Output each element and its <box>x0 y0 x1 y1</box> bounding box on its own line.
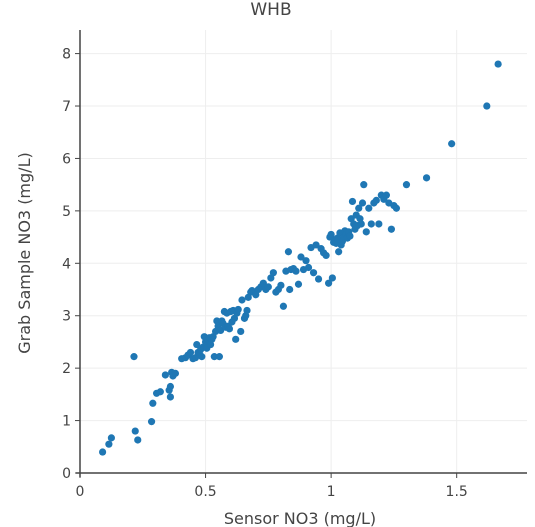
data-point <box>186 348 195 357</box>
data-point <box>302 257 310 265</box>
data-point <box>279 302 288 310</box>
x-tick-label: 0 <box>76 484 85 500</box>
data-point <box>286 285 294 294</box>
ticks-layer: 0 0.5 1 1.5 0 1 2 3 4 5 6 7 8 <box>62 47 468 500</box>
y-tick-label: 2 <box>62 361 71 377</box>
axes-layer <box>76 30 527 477</box>
y-tick-label: 6 <box>62 151 71 167</box>
data-point <box>314 275 323 283</box>
data-point <box>375 220 383 228</box>
data-point <box>232 335 240 343</box>
data-point <box>422 174 431 182</box>
data-point <box>107 434 115 442</box>
data-point <box>210 353 218 361</box>
grid-layer <box>80 30 527 473</box>
data-point <box>161 371 169 379</box>
data-point <box>131 427 139 435</box>
y-tick-label: 0 <box>62 466 71 482</box>
data-point <box>297 253 305 261</box>
data-point <box>225 325 234 333</box>
data-point <box>171 369 180 377</box>
data-point <box>105 440 113 448</box>
data-point <box>284 248 293 256</box>
data-point <box>166 393 175 401</box>
data-point <box>130 353 138 361</box>
data-point <box>264 283 272 291</box>
data-point <box>387 225 395 233</box>
y-tick-label: 3 <box>62 309 71 325</box>
data-point <box>198 353 206 361</box>
data-point <box>402 181 411 189</box>
data-point <box>193 340 201 349</box>
y-tick-label: 4 <box>62 256 71 272</box>
data-point <box>362 228 370 236</box>
data-point <box>358 199 367 207</box>
y-axis-title: Grab Sample NO3 (mg/L) <box>15 152 34 353</box>
data-point <box>327 230 335 239</box>
data-point <box>243 306 251 315</box>
data-point <box>234 305 242 314</box>
data-point <box>149 399 157 407</box>
data-point <box>328 274 336 282</box>
data-point <box>277 281 285 289</box>
data-point <box>367 220 375 228</box>
data-point <box>335 248 343 256</box>
data-point <box>382 191 390 199</box>
data-point <box>448 140 456 148</box>
data-point <box>294 280 303 288</box>
data-point <box>309 269 318 277</box>
data-point <box>215 353 223 361</box>
data-point <box>348 197 357 206</box>
data-point <box>134 436 142 444</box>
x-axis-title: Sensor NO3 (mg/L) <box>224 509 376 527</box>
data-point <box>147 418 156 426</box>
data-point <box>322 251 330 260</box>
points-layer <box>99 60 502 456</box>
data-point <box>365 204 373 212</box>
data-point <box>259 279 267 287</box>
data-point <box>325 279 333 287</box>
data-point <box>269 269 277 277</box>
data-point <box>494 60 502 68</box>
chart-title: WHB <box>250 0 291 20</box>
data-point <box>156 388 164 396</box>
data-point <box>372 196 380 204</box>
y-tick-label: 8 <box>62 47 71 63</box>
data-point <box>292 267 300 275</box>
data-point <box>304 263 313 272</box>
data-point <box>357 220 365 228</box>
data-point <box>99 448 107 456</box>
data-point <box>312 241 320 249</box>
y-tick-label: 1 <box>62 414 71 430</box>
data-point <box>483 102 491 110</box>
data-point <box>237 327 245 336</box>
data-point <box>355 204 363 212</box>
x-tick-label: 1.5 <box>446 484 468 500</box>
data-point <box>238 296 246 304</box>
data-point <box>392 204 401 212</box>
y-tick-label: 5 <box>62 204 71 220</box>
data-point <box>166 382 175 391</box>
x-tick-label: 1 <box>327 484 336 500</box>
x-tick-label: 0.5 <box>194 484 216 500</box>
data-point <box>360 181 368 189</box>
y-tick-label: 7 <box>62 99 71 115</box>
data-point <box>346 232 354 240</box>
